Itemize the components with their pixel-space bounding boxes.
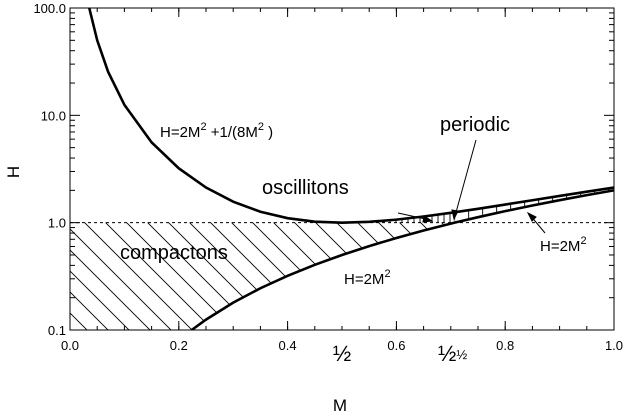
upper-curve-label: H=2M2 +1/(8M2 ) (160, 121, 273, 141)
x-tick-label: 0.8 (496, 338, 514, 353)
hatch-line (461, 200, 601, 340)
hatch-line (608, 200, 626, 340)
plot-frame (69, 7, 615, 331)
y-tick-label: 1.0 (48, 216, 66, 231)
x-special-tick-root-half: ½½ (438, 341, 467, 366)
periodic-arrow (454, 139, 477, 217)
x-axis-title: M (333, 396, 347, 415)
hatch-line (566, 200, 626, 340)
series-line-0 (87, 8, 614, 224)
hatch-line (587, 200, 626, 340)
y-tick-label: 0.1 (48, 323, 66, 338)
hatch-line (103, 222, 245, 330)
hatch-line (70, 222, 182, 330)
periodic-arrowhead (451, 209, 459, 221)
x-tick-label: 0.0 (61, 338, 79, 353)
hatch-line (503, 200, 626, 340)
x-tick-label: 1.0 (605, 338, 623, 353)
hatch-line (524, 200, 626, 340)
right-curve-label: H=2M2 (540, 235, 587, 255)
hatch-line (0, 200, 55, 340)
hatch-line (0, 200, 13, 340)
hatch-line (82, 222, 224, 330)
hatch-line (397, 222, 455, 330)
oscillitons-arrowhead (422, 215, 434, 223)
hatch-line (70, 222, 98, 330)
x-special-tick-half: ½ (333, 341, 351, 366)
x-tick-label: 0.6 (387, 338, 405, 353)
x-tick-label: 0.4 (279, 338, 297, 353)
hatch-line (70, 222, 203, 330)
curve-layer (70, 8, 614, 330)
hatch-line (70, 222, 119, 330)
hatch-line (70, 222, 161, 330)
oscillitons-hatch (342, 212, 451, 223)
annotation-arrows (397, 139, 546, 234)
hatch-line (376, 222, 455, 330)
hatch-line (166, 222, 308, 330)
x-tick-label: 0.2 (170, 338, 188, 353)
hatch-line (124, 222, 266, 330)
oscillitons-label: oscillitons (262, 177, 349, 199)
hatch-line (418, 222, 455, 330)
y-tick-label: 100.0 (33, 1, 66, 16)
lower-curve-label: H=2M2 (344, 268, 391, 288)
series-line-1 (190, 189, 614, 330)
hatch-line (482, 200, 622, 340)
compactons-label: compactons (120, 242, 228, 264)
hatch-line (0, 200, 34, 340)
periodic-label: periodic (440, 114, 510, 136)
hatch-line (145, 222, 287, 330)
hatch-line (70, 222, 140, 330)
y-tick-label: 10.0 (41, 108, 66, 123)
y-axis-title: H (4, 166, 23, 178)
right-curve-arrowhead (526, 211, 537, 222)
